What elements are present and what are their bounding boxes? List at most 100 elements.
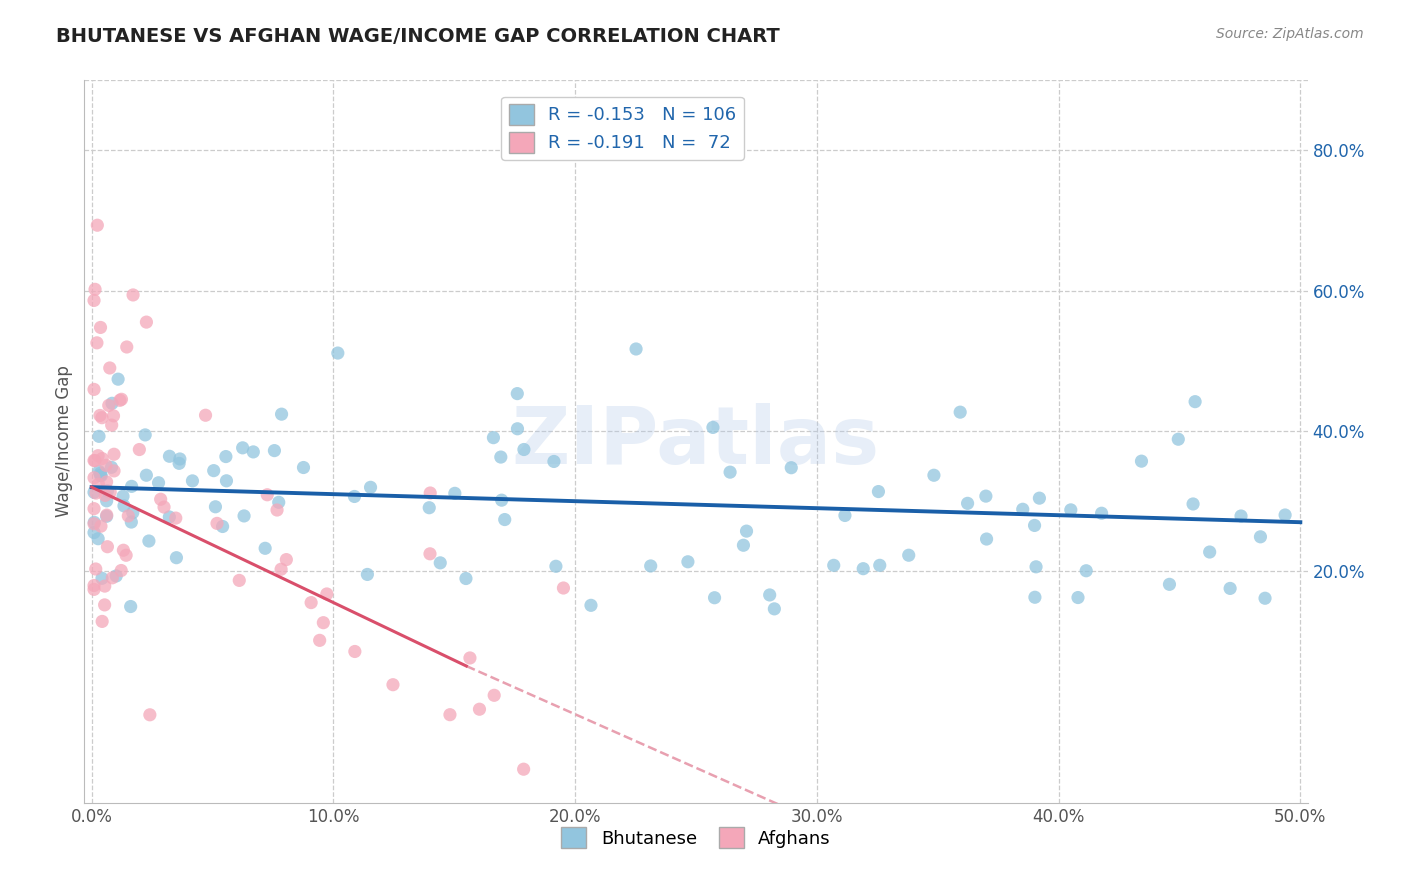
Point — [115, 340, 138, 354]
Point — [1159, 577, 1181, 591]
Point — [468, 702, 491, 716]
Point — [148, 475, 170, 490]
Point — [105, 569, 128, 583]
Point — [101, 571, 124, 585]
Point — [834, 508, 856, 523]
Point — [702, 420, 724, 434]
Point — [482, 431, 505, 445]
Point — [1011, 502, 1033, 516]
Point — [84, 453, 107, 467]
Point — [91, 451, 114, 466]
Point — [491, 493, 513, 508]
Point — [83, 501, 105, 516]
Point — [112, 499, 135, 513]
Point — [167, 456, 190, 470]
Point — [115, 548, 138, 562]
Point — [956, 496, 979, 510]
Point — [93, 598, 115, 612]
Point — [276, 552, 298, 566]
Point — [326, 346, 349, 360]
Point — [138, 534, 160, 549]
Point — [308, 633, 330, 648]
Point — [512, 762, 534, 776]
Point — [232, 441, 254, 455]
Point — [263, 443, 285, 458]
Point — [1090, 506, 1112, 520]
Point — [553, 581, 575, 595]
Point — [869, 558, 891, 573]
Point — [1198, 545, 1220, 559]
Point — [494, 512, 516, 526]
Point — [228, 574, 250, 588]
Point — [204, 500, 226, 514]
Point — [418, 500, 440, 515]
Point — [101, 396, 124, 410]
Point — [107, 372, 129, 386]
Point — [202, 464, 225, 478]
Point — [360, 480, 382, 494]
Point — [103, 409, 125, 423]
Point — [135, 468, 157, 483]
Point — [1028, 491, 1050, 505]
Point — [458, 651, 481, 665]
Point — [1254, 591, 1277, 606]
Point — [89, 468, 111, 483]
Point — [83, 383, 105, 397]
Y-axis label: Wage/Income Gap: Wage/Income Gap — [55, 366, 73, 517]
Point — [1230, 508, 1253, 523]
Point — [86, 335, 108, 350]
Point — [83, 516, 105, 531]
Point — [381, 678, 404, 692]
Point — [1060, 503, 1083, 517]
Point — [94, 458, 117, 473]
Point — [122, 288, 145, 302]
Point — [112, 489, 135, 503]
Point — [194, 409, 217, 423]
Point — [86, 218, 108, 232]
Point — [215, 474, 238, 488]
Point — [868, 484, 890, 499]
Point — [299, 596, 322, 610]
Point — [100, 418, 122, 433]
Point — [482, 688, 505, 702]
Point — [211, 519, 233, 533]
Point — [356, 567, 378, 582]
Point — [735, 524, 758, 538]
Point — [1130, 454, 1153, 468]
Point — [90, 468, 112, 483]
Point — [343, 490, 366, 504]
Point — [121, 506, 143, 520]
Text: ZIPatlas: ZIPatlas — [512, 402, 880, 481]
Point — [429, 556, 451, 570]
Point — [120, 515, 142, 529]
Point — [83, 525, 105, 540]
Point — [718, 465, 741, 479]
Point — [439, 707, 461, 722]
Point — [83, 471, 105, 485]
Point — [419, 547, 441, 561]
Point — [96, 483, 118, 498]
Point — [763, 602, 786, 616]
Point — [419, 486, 441, 500]
Point — [1249, 530, 1271, 544]
Point — [90, 410, 112, 425]
Point — [83, 453, 105, 467]
Point — [153, 500, 176, 514]
Point — [90, 519, 112, 533]
Point — [157, 510, 180, 524]
Point — [91, 615, 114, 629]
Point — [579, 599, 602, 613]
Point — [506, 386, 529, 401]
Point — [703, 591, 725, 605]
Point — [640, 558, 662, 573]
Point — [1024, 518, 1046, 533]
Point — [254, 541, 277, 556]
Point — [922, 468, 945, 483]
Point — [96, 475, 118, 489]
Point — [83, 293, 105, 308]
Point — [83, 516, 105, 530]
Point — [1025, 559, 1047, 574]
Point — [120, 599, 142, 614]
Point — [87, 429, 110, 443]
Point — [87, 532, 110, 546]
